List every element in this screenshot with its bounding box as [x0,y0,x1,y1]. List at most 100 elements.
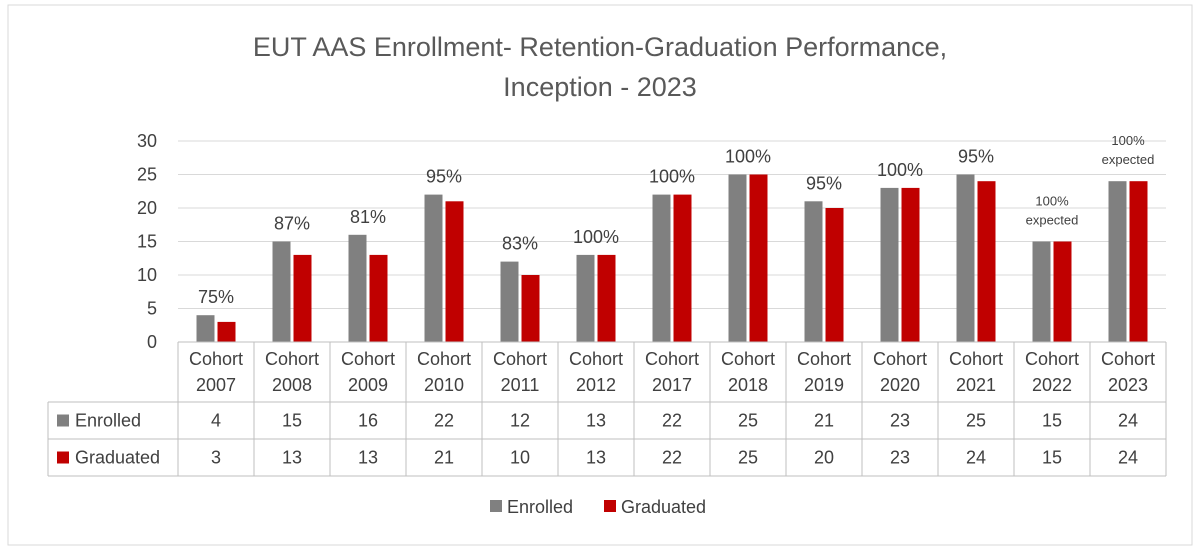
table-cell: 13 [358,448,378,468]
percent-label: 95% [806,173,842,193]
category-label-year: 2011 [501,375,540,395]
table-cell: 22 [662,448,682,468]
category-label: Cohort [873,349,927,369]
category-label: Cohort [493,349,547,369]
percent-label: 100% [877,160,923,180]
bar-graduated [597,254,616,342]
percent-label: 100% [1035,194,1069,209]
percent-label-expected: expected [1026,213,1079,228]
percent-label: 81% [350,207,386,227]
data-table: Cohort2007Cohort2008Cohort2009Cohort2010… [47,341,1167,477]
table-cell: 24 [966,448,986,468]
category-label-year: 2012 [576,375,616,395]
bar-graduated [1129,181,1148,342]
table-cell: 22 [662,411,682,431]
bar-graduated [293,254,312,342]
table-legend-key [57,451,69,464]
table-cell: 21 [814,411,834,431]
table-row-label: Enrolled [75,411,141,431]
category-label: Cohort [797,349,851,369]
category-label: Cohort [949,349,1003,369]
table-cell: 10 [510,448,530,468]
percent-label: 100% [573,227,619,247]
table-cell: 23 [890,411,910,431]
category-label-year: 2019 [804,375,844,395]
category-label: Cohort [721,349,775,369]
category-label-year: 2022 [1032,375,1072,395]
table-cell: 16 [358,411,378,431]
bar-graduated [217,321,236,342]
y-tick-label: 0 [147,332,157,352]
category-label: Cohort [265,349,319,369]
bar-graduated [445,201,464,342]
bar-graduated [825,208,844,342]
bar-enrolled [348,234,367,342]
bar-enrolled [652,194,671,342]
bar-graduated [521,275,540,342]
bar-enrolled [500,261,519,342]
category-label: Cohort [341,349,395,369]
category-label: Cohort [645,349,699,369]
bar-graduated [749,174,768,342]
percent-label: 100% [1111,133,1145,148]
y-tick-label: 25 [137,165,157,185]
percent-label: 95% [958,147,994,167]
bar-enrolled [804,201,823,342]
table-cell: 13 [586,411,606,431]
bar-enrolled [1032,241,1051,342]
category-label: Cohort [189,349,243,369]
bar-graduated [977,181,996,342]
percent-label: 100% [725,147,771,167]
table-cell: 24 [1118,411,1138,431]
percent-annotations: 75% 87% 81% 95% 83% 100% 100% 100% 95% 100% 95% 100… [198,133,1154,307]
category-label-year: 2023 [1108,375,1148,395]
bar-graduated [1053,241,1072,342]
percent-label-expected: expected [1102,152,1155,167]
percent-label: 83% [502,234,538,254]
legend: Enrolled Graduated [490,497,706,517]
legend-swatch-enrolled [490,500,502,512]
legend-label-enrolled: Enrolled [507,497,573,517]
category-label-year: 2017 [652,375,692,395]
bar-enrolled [272,241,291,342]
table-cell: 15 [282,411,302,431]
chart-title-line: EUT AAS Enrollment- Retention-Graduation… [253,32,947,62]
table-cell: 22 [434,411,454,431]
category-label-year: 2007 [196,375,236,395]
table-cell: 23 [890,448,910,468]
bar-graduated [369,254,388,342]
category-label-year: 2009 [348,375,388,395]
table-cell: 3 [211,448,221,468]
percent-label: 75% [198,287,234,307]
y-tick-label: 30 [137,131,157,151]
category-label-year: 2020 [880,375,920,395]
category-label: Cohort [569,349,623,369]
percent-label: 95% [426,167,462,187]
chart-title-line: Inception - 2023 [503,72,697,102]
table-legend-key [57,414,69,427]
category-label-year: 2018 [728,375,768,395]
bar-enrolled [196,315,215,342]
bar-enrolled [956,174,975,342]
y-tick-label: 5 [147,299,157,319]
category-label: Cohort [1025,349,1079,369]
bars [196,174,1148,342]
bar-enrolled [424,194,443,342]
table-cell: 15 [1042,448,1062,468]
bar-enrolled [1108,181,1127,342]
y-tick-label: 10 [137,265,157,285]
category-label-year: 2010 [424,375,464,395]
bar-enrolled [880,187,899,342]
chart-title: EUT AAS Enrollment- Retention-Graduation… [253,32,947,102]
table-cell: 20 [814,448,834,468]
table-cell: 24 [1118,448,1138,468]
bar-enrolled [728,174,747,342]
bar-enrolled [576,254,595,342]
table-cell: 15 [1042,411,1062,431]
table-cell: 4 [211,411,221,431]
category-label-year: 2021 [956,375,996,395]
table-cell: 13 [282,448,302,468]
bar-graduated [901,187,920,342]
